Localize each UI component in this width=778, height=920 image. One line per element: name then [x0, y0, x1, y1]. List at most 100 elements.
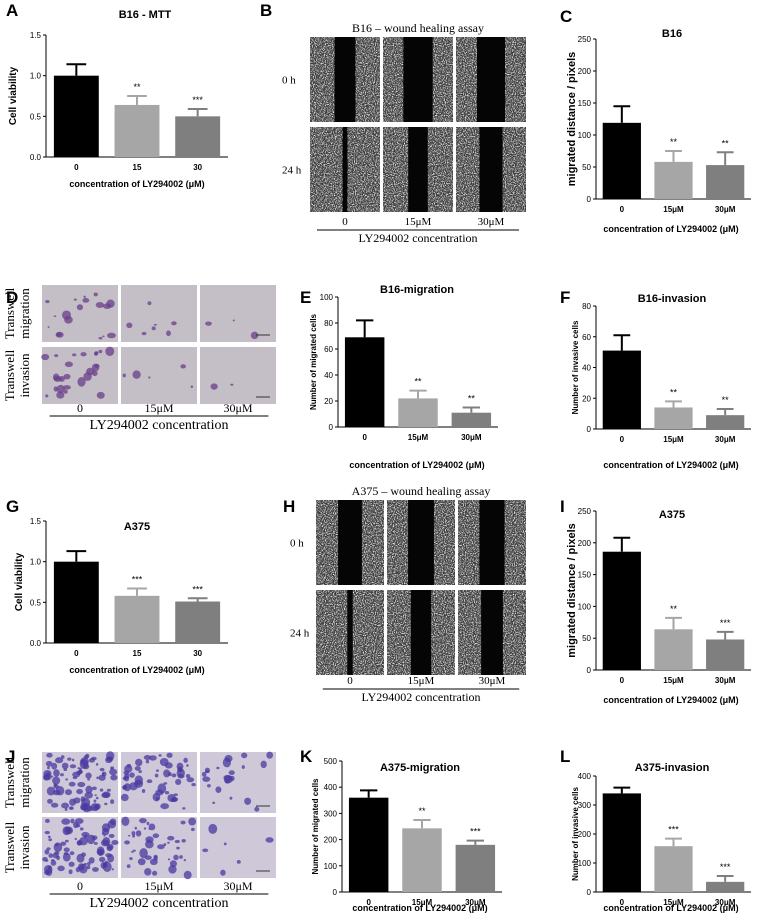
y-tick-label: 0 [333, 888, 338, 897]
stained-cell [55, 757, 64, 764]
image-panel-H: A375 – wound healing assay 0 h 24 h 0 15μM 30… [290, 484, 526, 704]
stained-cell [56, 384, 65, 394]
stained-cell [206, 784, 211, 788]
y-tick-label: 200 [324, 836, 338, 845]
stained-cell [106, 788, 111, 792]
stained-cell [94, 363, 100, 368]
bar-C-2 [706, 165, 745, 199]
stained-cell [155, 769, 159, 773]
significance-label: ** [670, 137, 678, 147]
y-axis-label: Number of invasive cells [571, 320, 580, 414]
x-tick-label: 0 [74, 649, 79, 658]
stained-cell [121, 816, 130, 826]
x-tick-label: 15μM [663, 898, 684, 907]
stained-cell [63, 389, 68, 394]
stained-cell [68, 869, 73, 875]
stained-cell [124, 840, 130, 845]
y-tick-label: 0 [587, 888, 592, 897]
stained-cell [129, 782, 138, 791]
stained-cell [134, 826, 138, 830]
stained-cell [132, 849, 136, 852]
stained-cell [63, 385, 71, 390]
y-tick-label: 250 [578, 507, 592, 516]
stained-cell [155, 789, 164, 796]
stained-cell [87, 778, 91, 781]
y-tick-label: 40 [582, 364, 591, 373]
stained-cell [101, 832, 105, 835]
stained-cell [105, 751, 115, 761]
y-tick-label: 1.5 [30, 517, 42, 526]
row-label: 24 h [290, 628, 310, 640]
stained-cell [100, 839, 110, 847]
stained-cell [51, 859, 55, 862]
chart-title: A375 [659, 509, 685, 521]
y-tick-label: 40 [324, 371, 333, 380]
stained-cell [126, 864, 131, 868]
bar-L-0 [602, 793, 641, 892]
y-tick-label: 1.0 [30, 558, 42, 567]
x-tick-label: 30 [193, 163, 202, 172]
significance-label: ** [670, 387, 678, 397]
stained-cell [183, 858, 187, 862]
row-label: 0 h [282, 75, 296, 87]
y-tick-label: 200 [578, 67, 592, 76]
image-panel-xlabel: LY294002 concentration [361, 690, 480, 704]
wound-gap [408, 127, 428, 212]
stained-cell [153, 323, 157, 326]
stained-cell [131, 850, 134, 854]
stained-cell [81, 831, 90, 838]
y-tick-label: 300 [324, 809, 338, 818]
stained-cell [148, 828, 151, 830]
stained-cell [131, 831, 136, 836]
stained-cell [86, 861, 91, 866]
stained-cell [64, 361, 73, 367]
stained-cell [94, 794, 97, 797]
stained-cell [241, 752, 248, 759]
stained-cell [53, 842, 63, 852]
y-tick-label: 200 [578, 539, 592, 548]
stained-cell [68, 861, 75, 867]
stained-cell [110, 799, 115, 805]
y-tick-label: 100 [578, 131, 592, 140]
stained-cell [55, 786, 65, 796]
y-tick-label: 400 [324, 783, 338, 792]
y-tick-label: 60 [582, 333, 591, 342]
y-axis-label: Cell viability [14, 552, 25, 611]
stained-cell [129, 772, 135, 778]
stained-cell [53, 769, 60, 777]
y-tick-label: 100 [578, 602, 592, 611]
stained-cell [98, 336, 103, 340]
svg-text:F: F [560, 288, 570, 307]
x-tick-label: 0 [74, 163, 79, 172]
row-label: Transwell [2, 287, 17, 339]
x-axis-label: concentration of LY294002 (μM) [69, 665, 204, 675]
stained-cell [41, 353, 50, 361]
stained-cell [139, 817, 147, 824]
significance-label: ** [722, 138, 730, 148]
stained-cell [69, 764, 77, 769]
stained-cell [64, 316, 73, 324]
bar-A-2 [175, 116, 221, 157]
stained-cell [44, 818, 50, 823]
stained-cell [145, 836, 154, 844]
stained-cell [86, 865, 91, 870]
stained-cell [107, 332, 116, 339]
stained-cell [46, 786, 56, 796]
chart-title: B16-invasion [638, 293, 707, 305]
wound-gap [342, 127, 348, 212]
svg-text:C: C [560, 7, 572, 26]
x-tick-label: 30μM [715, 205, 736, 214]
y-axis-label: Number of migrated cells [309, 313, 318, 410]
stained-cell [77, 863, 85, 871]
stained-cell [95, 763, 99, 766]
significance-label: *** [132, 575, 143, 585]
y-tick-label: 0.0 [30, 639, 42, 648]
stained-cell [61, 818, 71, 825]
y-tick-label: 0 [587, 666, 592, 675]
image-panel-title: A375 – wound healing assay [352, 484, 491, 498]
stained-cell [141, 789, 146, 794]
stained-cell [208, 823, 218, 834]
bar-G-1 [114, 595, 160, 643]
stained-cell [167, 841, 170, 844]
significance-label: *** [192, 95, 203, 105]
